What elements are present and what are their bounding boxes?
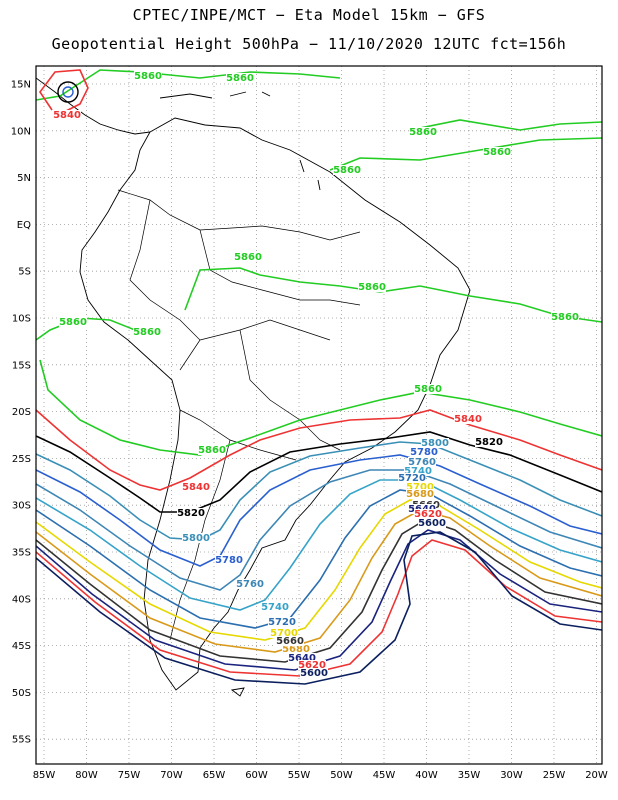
lon-tick-label: 30W — [500, 770, 523, 781]
lon-tick-label: 80W — [75, 770, 98, 781]
lat-tick-label: 15N — [11, 80, 31, 91]
contour-label-5660: 5660 — [276, 636, 304, 647]
contour-label-5700: 5700 — [406, 482, 434, 493]
contour-label-5640: 5640 — [288, 653, 316, 664]
contour-label-5740: 5740 — [404, 466, 432, 477]
contour-label-5700: 5700 — [270, 628, 298, 639]
contour-label-5680: 5680 — [406, 489, 434, 500]
contour-label-5820: 5820 — [475, 437, 503, 448]
contour-5660 — [36, 519, 602, 663]
contour-label-5760: 5760 — [408, 457, 436, 468]
contour-label-5680: 5680 — [282, 644, 310, 655]
contour-label-5720: 5720 — [398, 473, 426, 484]
contour-5720 — [36, 489, 602, 629]
contour-5820 — [36, 431, 602, 513]
contour-label-5860: 5860 — [333, 165, 361, 176]
map-title: CPTEC/INPE/MCT − Eta Model 15km − GFS — [132, 6, 486, 24]
contour-label-5600: 5600 — [418, 518, 446, 529]
lat-tick-label: EQ — [17, 220, 31, 231]
contour-label-5860: 5860 — [409, 127, 437, 138]
contour-label-5840: 5840 — [182, 482, 210, 493]
closed-high-contour — [57, 81, 79, 103]
lat-tick-label: 35S — [12, 548, 31, 559]
contour-label-5840: 5840 — [53, 110, 81, 121]
contour-label-5760: 5760 — [236, 579, 264, 590]
contour-5780 — [36, 454, 602, 567]
closed-high-contour — [62, 86, 74, 98]
contour-5600 — [36, 531, 602, 685]
falklands — [230, 687, 245, 697]
lon-tick-label: 40W — [415, 770, 438, 781]
contour-label-5860: 5860 — [133, 327, 161, 338]
lat-tick-label: 40S — [12, 594, 31, 605]
lon-tick-label: 20W — [585, 770, 608, 781]
contour-label-5780: 5780 — [215, 555, 243, 566]
south-america-coastline — [79, 117, 471, 691]
contour-5680 — [36, 509, 602, 653]
lat-tick-label: 30S — [12, 501, 31, 512]
contour-label-5780: 5780 — [410, 447, 438, 458]
caribbean-islands — [159, 91, 271, 99]
lon-tick-label: 25W — [543, 770, 566, 781]
contour-label-5620: 5620 — [298, 660, 326, 671]
lat-tick-label: 10N — [11, 126, 31, 137]
contour-5760 — [36, 469, 602, 591]
lat-tick-label: 20S — [12, 407, 31, 418]
lon-tick-label: 85W — [33, 770, 56, 781]
map-frame — [35, 65, 603, 765]
contour-label-5860: 5860 — [483, 147, 511, 158]
lat-tick-label: 10S — [12, 314, 31, 325]
lon-tick-label: 35W — [458, 770, 481, 781]
lon-tick-label: 45W — [373, 770, 396, 781]
lat-tick-label: 45S — [12, 641, 31, 652]
lat-tick-label: 15S — [12, 360, 31, 371]
lon-tick-label: 55W — [288, 770, 311, 781]
contour-5840 — [36, 69, 602, 491]
contour-label-5860: 5860 — [358, 282, 386, 293]
lat-tick-label: 5N — [17, 173, 31, 184]
contour-label-5860: 5860 — [551, 312, 579, 323]
contour-5740 — [36, 479, 602, 611]
contour-label-5720: 5720 — [268, 617, 296, 628]
contour-label-5620: 5620 — [414, 509, 442, 520]
map-subtitle: Geopotential Height 500hPa − 11/10/2020 … — [51, 35, 567, 53]
lon-tick-label: 60W — [245, 770, 268, 781]
contour-label-5800: 5800 — [421, 438, 449, 449]
contour-label-5860: 5860 — [226, 73, 254, 84]
contour-label-5800: 5800 — [182, 533, 210, 544]
contour-5800 — [36, 441, 602, 541]
coastlines-and-borders — [36, 77, 471, 697]
country-borders — [117, 189, 361, 641]
contour-label-5740: 5740 — [261, 602, 289, 613]
contour-label-5860: 5860 — [414, 384, 442, 395]
lat-tick-label: 50S — [12, 688, 31, 699]
lon-tick-label: 65W — [203, 770, 226, 781]
contour-label-5840: 5840 — [454, 414, 482, 425]
lon-tick-label: 50W — [330, 770, 353, 781]
lat-tick-label: 55S — [12, 735, 31, 746]
contour-label-5860: 5860 — [234, 252, 262, 263]
antilles — [299, 159, 321, 191]
lat-tick-label: 25S — [12, 454, 31, 465]
contour-5700 — [36, 499, 602, 641]
contour-label-5820: 5820 — [177, 508, 205, 519]
lon-tick-label: 70W — [160, 770, 183, 781]
contour-label-5860: 5860 — [134, 71, 162, 82]
contour-label-5600: 5600 — [300, 668, 328, 679]
contour-label-5860: 5860 — [59, 317, 87, 328]
contour-5640 — [36, 529, 602, 671]
contour-label-5860: 5860 — [198, 445, 226, 456]
lat-tick-label: 5S — [18, 267, 31, 278]
lon-tick-label: 75W — [118, 770, 141, 781]
